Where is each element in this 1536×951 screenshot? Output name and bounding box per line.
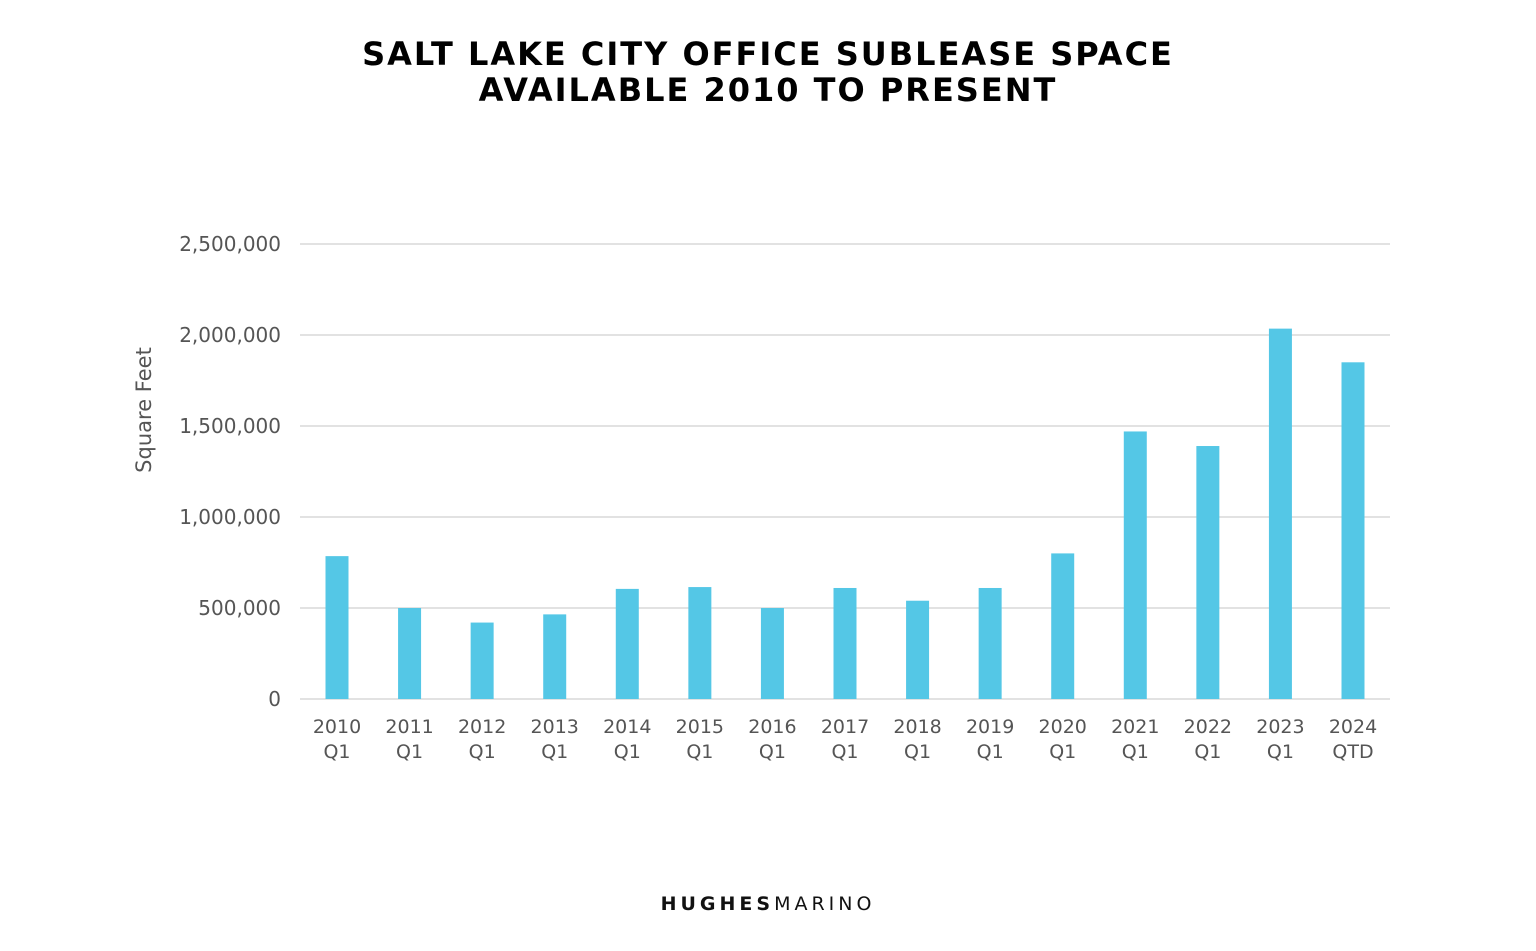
brand-logo-bold: HUGHES (660, 893, 775, 915)
x-tick-label-year: 2013 (531, 716, 579, 738)
x-tick-label-period: Q1 (396, 741, 423, 763)
bar-2013-q1 (543, 614, 567, 699)
bar-2011-q1 (398, 608, 422, 699)
x-tick-label-period: Q1 (759, 741, 786, 763)
brand-logo: HUGHESMARINO (0, 893, 1536, 915)
y-tick-label: 1,500,000 (179, 414, 281, 438)
x-tick-label-period: Q1 (1267, 741, 1294, 763)
y-axis-ticks: 0 500,000 1,000,000 1,500,000 2,000,000 2,500… (179, 232, 281, 711)
x-tick-label-year: 2020 (1039, 716, 1087, 738)
bar-2015-q1 (688, 587, 712, 699)
x-tick-label-year: 2012 (458, 716, 506, 738)
x-tick-label-year: 2017 (821, 716, 869, 738)
x-tick-label-period: Q1 (1122, 741, 1149, 763)
x-tick-label-year: 2021 (1111, 716, 1159, 738)
y-tick-label: 0 (268, 687, 281, 711)
bar-2017-q1 (833, 587, 857, 699)
x-tick-label-period: Q1 (1194, 741, 1221, 763)
x-tick-label-period: Q1 (904, 741, 931, 763)
x-tick-label-year: 2015 (676, 716, 724, 738)
y-tick-label: 2,000,000 (179, 323, 281, 347)
bar-2021-q1 (1123, 431, 1147, 699)
x-tick-label-year: 2018 (893, 716, 941, 738)
chart-title-line-1: SALT LAKE CITY OFFICE SUBLEASE SPACE (362, 35, 1174, 73)
x-tick-label-year: 2014 (603, 716, 651, 738)
bar-2014-q1 (615, 588, 639, 699)
x-tick-label-year: 2024 (1329, 716, 1377, 738)
bar-2012-q1 (470, 622, 494, 699)
bar-2022-q1 (1196, 446, 1220, 699)
x-axis-ticks: 2010 Q1 2011 Q1 2012 Q1 2013 Q1 2014 Q1 2015 Q1 2016… (313, 716, 1377, 763)
x-tick-label-period: Q1 (614, 741, 641, 763)
bars (325, 328, 1365, 699)
brand-logo-light: MARINO (774, 893, 876, 915)
x-tick-label-period: QTD (1332, 741, 1373, 763)
x-tick-label-period: Q1 (541, 741, 568, 763)
x-tick-label-period: Q1 (831, 741, 858, 763)
bar-2020-q1 (1051, 553, 1075, 699)
bar-2024-qtd (1341, 362, 1365, 699)
x-tick-label-period: Q1 (323, 741, 350, 763)
x-tick-label-period: Q1 (686, 741, 713, 763)
x-tick-label-period: Q1 (977, 741, 1004, 763)
x-tick-label-year: 2011 (385, 716, 433, 738)
x-tick-label-year: 2019 (966, 716, 1014, 738)
bar-2018-q1 (906, 600, 930, 699)
y-tick-label: 500,000 (198, 596, 281, 620)
bar-2010-q1 (325, 556, 349, 699)
x-tick-label-year: 2022 (1184, 716, 1232, 738)
x-tick-label-year: 2016 (748, 716, 796, 738)
y-tick-label: 2,500,000 (179, 232, 281, 256)
y-tick-label: 1,000,000 (179, 505, 281, 529)
bar-2016-q1 (760, 608, 784, 699)
chart-title-line-2: AVAILABLE 2010 TO PRESENT (478, 71, 1058, 109)
y-axis-label: Square Feet (132, 347, 156, 473)
x-tick-label-period: Q1 (469, 741, 496, 763)
bar-2019-q1 (978, 587, 1002, 699)
x-tick-label-year: 2023 (1256, 716, 1304, 738)
x-tick-label-year: 2010 (313, 716, 361, 738)
x-tick-label-period: Q1 (1049, 741, 1076, 763)
bar-2023-q1 (1268, 328, 1292, 699)
